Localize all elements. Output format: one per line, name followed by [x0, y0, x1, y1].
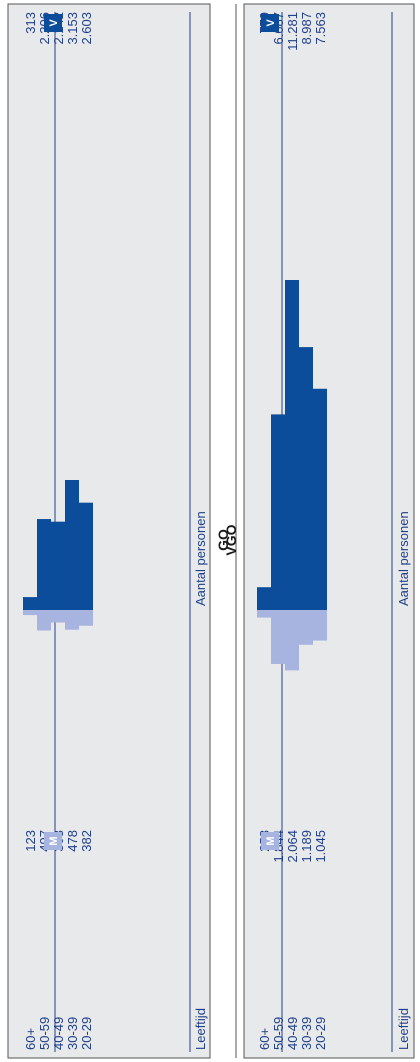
- go-panel-border: [7, 3, 211, 1059]
- vgo-male-value: 1.045: [313, 830, 328, 863]
- go-bar-female: [23, 597, 37, 610]
- vgo-category-label: 20-29: [313, 1017, 328, 1050]
- vgo-legend-m-swatch: [261, 832, 279, 850]
- go-chart-title: GO: [215, 529, 231, 551]
- vgo-bar-female: [271, 414, 285, 610]
- vgo-male-value: 2.064: [285, 830, 300, 863]
- go-category-label: 30-39: [65, 1017, 80, 1050]
- go-male-value: 123: [23, 830, 38, 852]
- go-bar-female: [37, 519, 51, 610]
- go-bar-male: [65, 610, 79, 630]
- vgo-bar-female: [257, 587, 271, 610]
- go-category-header: Leeftijd: [193, 1008, 208, 1050]
- vgo-bar-male: [313, 609, 327, 641]
- go-bar-male: [51, 609, 65, 623]
- go-male-value: 478: [65, 830, 80, 852]
- vgo-category-header: Leeftijd: [396, 1008, 411, 1050]
- go-panel-title-strip: [212, 4, 236, 1058]
- go-female-value: 313: [23, 12, 38, 34]
- go-legend-m-label: M: [48, 836, 60, 845]
- go-female-value: 2.603: [79, 12, 94, 45]
- vgo-bar-male: [299, 610, 313, 645]
- go-female-value: 3.153: [65, 12, 80, 45]
- go-bar-female: [51, 521, 65, 610]
- vgo-bar-female: [313, 388, 327, 610]
- vgo-panel-background: [244, 4, 414, 1058]
- go-category-label: 60+: [23, 1028, 38, 1050]
- vgo-bar-male: [257, 610, 271, 618]
- vgo-category-label: 40-49: [285, 1017, 300, 1050]
- go-legend-v-swatch: [44, 14, 62, 32]
- vgo-female-value: 8.987: [299, 12, 314, 45]
- go-legend-m-swatch: [44, 832, 62, 850]
- vgo-axis-label: Aantal personen: [396, 511, 411, 606]
- vgo-panel-border: [243, 3, 415, 1059]
- go-axis-label: Aantal personen: [193, 511, 208, 606]
- go-legend-v-label: V: [48, 19, 60, 27]
- vgo-chart-title: VGO: [223, 524, 239, 555]
- vgo-bar-male: [271, 609, 285, 664]
- vgo-legend-m-label: M: [265, 836, 277, 845]
- go-bar-female: [65, 480, 79, 610]
- go-bar-male: [79, 610, 93, 626]
- vgo-bar-male: [285, 610, 299, 671]
- go-bar-male: [23, 609, 37, 616]
- go-male-value: 382: [79, 830, 94, 852]
- vgo-category-label: 60+: [257, 1028, 272, 1050]
- vgo-category-label: 30-39: [299, 1017, 314, 1050]
- vgo-legend-v-label: V: [265, 19, 277, 27]
- go-bar-male: [37, 610, 51, 631]
- vgo-bar-female: [299, 347, 313, 610]
- go-category-label: 50-59: [37, 1017, 52, 1050]
- go-bar-female: [79, 502, 93, 610]
- vgo-category-label: 50-59: [271, 1017, 286, 1050]
- vgo-female-value: 11.281: [285, 12, 300, 51]
- vgo-female-value: 7.563: [313, 12, 328, 45]
- vgo-male-value: 1.189: [299, 830, 314, 863]
- vgo-bar-female: [285, 280, 299, 610]
- go-category-label: 20-29: [79, 1017, 94, 1050]
- vgo-legend-v-swatch: [261, 14, 279, 32]
- go-category-label: 40-49: [51, 1017, 66, 1050]
